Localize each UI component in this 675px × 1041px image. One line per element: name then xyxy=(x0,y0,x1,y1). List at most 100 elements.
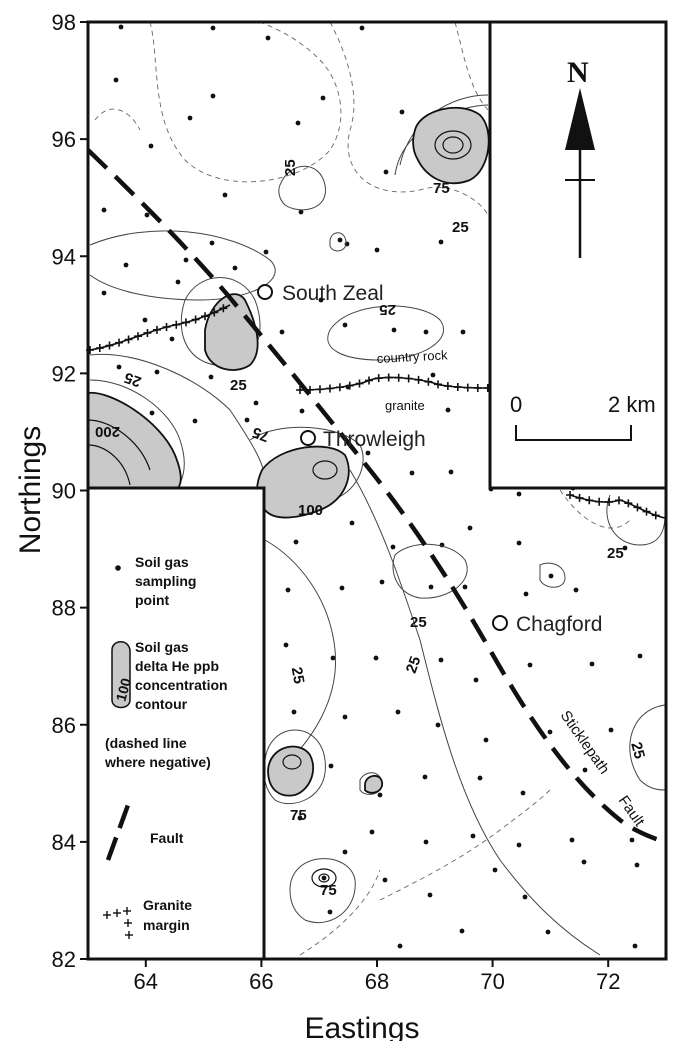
sampling-point xyxy=(517,541,522,546)
granite-cross xyxy=(464,384,472,392)
legend-granite-line1: Granite xyxy=(143,897,192,913)
granite-cross xyxy=(454,383,462,391)
sampling-point xyxy=(170,337,175,342)
sampling-point xyxy=(461,330,466,335)
sampling-point xyxy=(460,929,465,934)
sampling-point xyxy=(286,588,291,593)
sampling-point xyxy=(211,26,216,31)
sampling-point xyxy=(340,586,345,591)
south-zeal-marker xyxy=(258,285,272,299)
sampling-point xyxy=(391,545,396,550)
x-tick-label: 66 xyxy=(249,969,273,994)
sampling-point xyxy=(410,471,415,476)
sampling-point xyxy=(143,318,148,323)
sampling-point xyxy=(548,730,553,735)
x-tick-label: 64 xyxy=(134,969,158,994)
sampling-point xyxy=(528,663,533,668)
sampling-point xyxy=(343,323,348,328)
granite-cross xyxy=(474,384,482,392)
high-zone-small-east xyxy=(365,776,382,793)
granite-cross xyxy=(153,326,161,334)
sampling-point xyxy=(396,710,401,715)
sampling-point xyxy=(439,658,444,663)
contour-label: 200 xyxy=(95,423,120,440)
sampling-point xyxy=(331,656,336,661)
sampling-point xyxy=(328,910,333,915)
contour-label: 25 xyxy=(379,301,396,318)
sampling-point xyxy=(384,170,389,175)
sampling-point xyxy=(233,266,238,271)
y-tick-label: 92 xyxy=(52,361,76,386)
sampling-point xyxy=(155,370,160,375)
x-tick-label: 68 xyxy=(365,969,389,994)
throwleigh-label: Throwleigh xyxy=(323,428,426,451)
y-tick-label: 94 xyxy=(52,244,76,269)
sampling-point xyxy=(638,654,643,659)
granite-cross xyxy=(605,498,613,506)
sampling-point xyxy=(380,580,385,585)
granite-cross xyxy=(633,503,641,511)
legend-contour-line1: Soil gas xyxy=(135,639,189,655)
scale-end-label: 2 km xyxy=(608,392,656,417)
sampling-point xyxy=(254,401,259,406)
sampling-point xyxy=(145,213,150,218)
granite-cross xyxy=(652,511,660,519)
sampling-point xyxy=(184,258,189,263)
sampling-point xyxy=(280,330,285,335)
sampling-point xyxy=(392,328,397,333)
legend-dashed-line1: (dashed line xyxy=(105,735,187,751)
granite-cross xyxy=(356,380,364,388)
granite-cross xyxy=(434,380,442,388)
legend-sampling-line3: point xyxy=(135,592,170,608)
granite-cross xyxy=(125,336,133,344)
granite-cross xyxy=(566,491,574,499)
sampling-point xyxy=(423,775,428,780)
legend-sampling-line2: sampling xyxy=(135,573,196,589)
contour-label: 25 xyxy=(452,219,469,236)
y-tick-label: 88 xyxy=(52,596,76,621)
sampling-point xyxy=(463,585,468,590)
sampling-point xyxy=(383,878,388,883)
sampling-point xyxy=(484,738,489,743)
sampling-point xyxy=(245,418,250,423)
sampling-point xyxy=(424,330,429,335)
sampling-point xyxy=(264,250,269,255)
granite-cross xyxy=(595,498,603,506)
granite-cross xyxy=(172,321,180,329)
granite-cross xyxy=(643,508,651,516)
sampling-point xyxy=(374,656,379,661)
granite-cross xyxy=(615,496,623,504)
granite-cross xyxy=(385,374,393,382)
throwleigh-marker xyxy=(301,431,315,445)
sampling-point xyxy=(474,678,479,683)
y-tick-label: 98 xyxy=(52,10,76,35)
granite-cross xyxy=(585,496,593,504)
sampling-point xyxy=(102,208,107,213)
sampling-point xyxy=(343,715,348,720)
granite-cross xyxy=(405,375,413,383)
contour-label: 25 xyxy=(607,545,624,562)
y-tick-label: 84 xyxy=(52,830,76,855)
sampling-point xyxy=(193,419,198,424)
legend-granite-line2: margin xyxy=(143,917,190,933)
contour-label: 75 xyxy=(320,882,337,899)
sampling-point xyxy=(517,843,522,848)
granite-cross xyxy=(182,318,190,326)
high-zone-west xyxy=(88,393,181,490)
sampling-point xyxy=(300,409,305,414)
sampling-point xyxy=(449,470,454,475)
granite-cross xyxy=(105,342,113,350)
granite-cross xyxy=(576,494,584,502)
sampling-point xyxy=(493,868,498,873)
chagford-marker xyxy=(493,616,507,630)
y-tick-label: 90 xyxy=(52,479,76,504)
sampling-point xyxy=(398,944,403,949)
south-zeal-label: South Zeal xyxy=(282,282,384,305)
sampling-point xyxy=(296,121,301,126)
sampling-point xyxy=(329,764,334,769)
sampling-point xyxy=(210,241,215,246)
sampling-point xyxy=(321,96,326,101)
granite-cross xyxy=(192,316,200,324)
sampling-point xyxy=(114,78,119,83)
